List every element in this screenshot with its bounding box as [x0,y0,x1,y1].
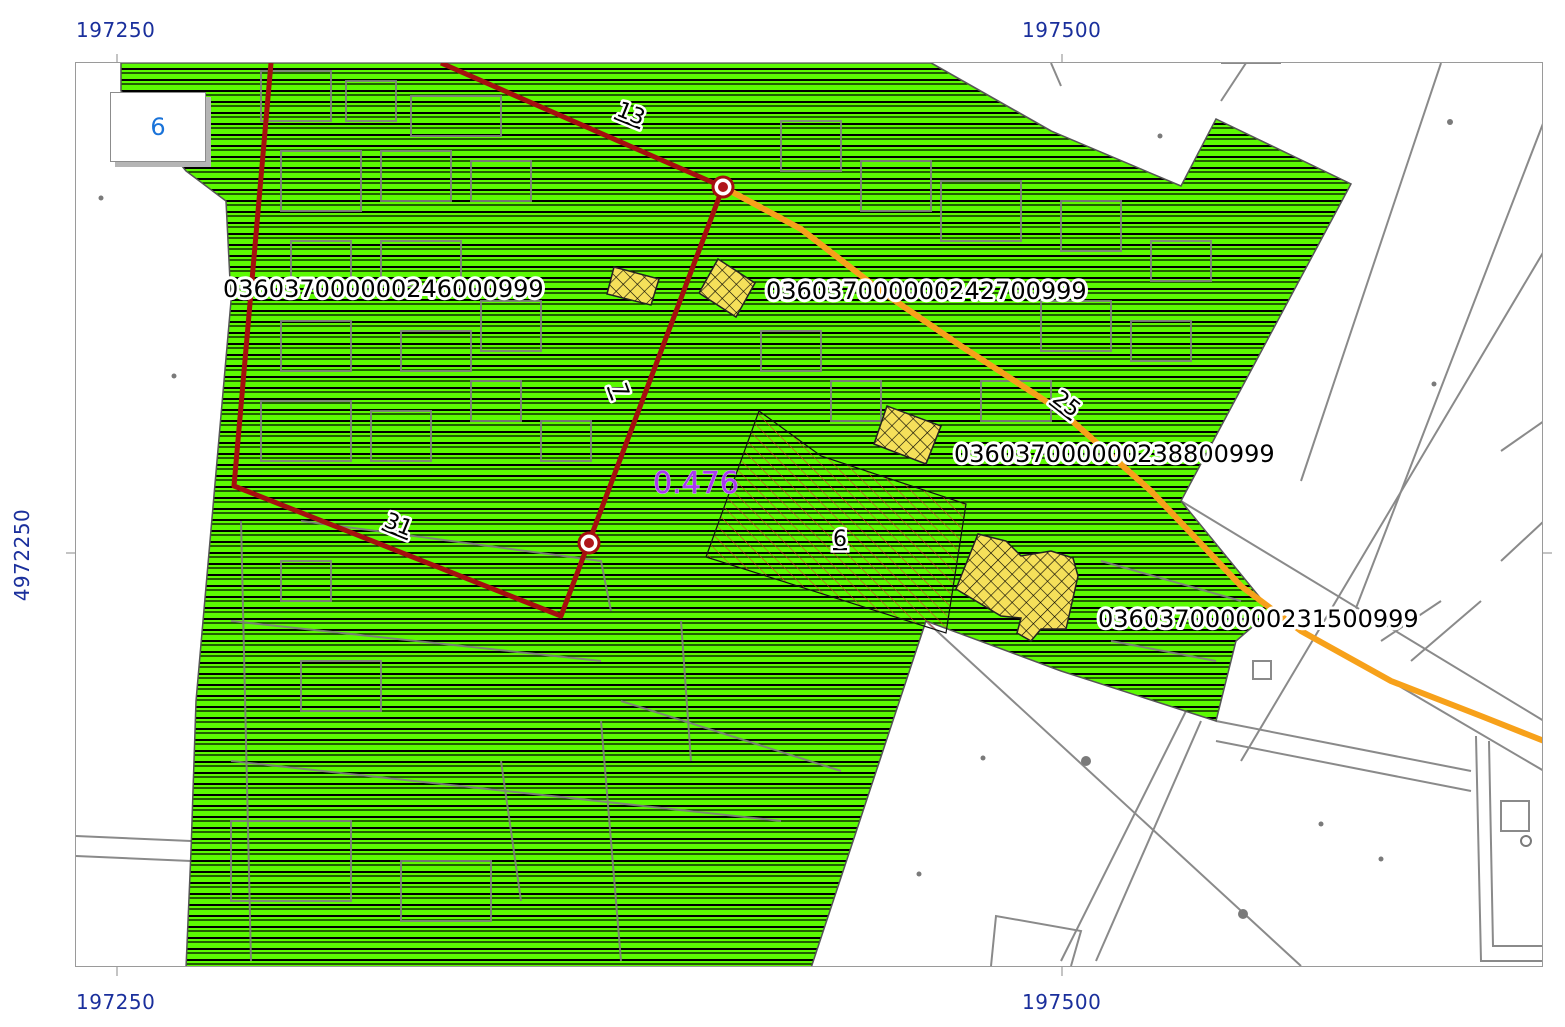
coord-x-top-right: 197500 [1022,18,1102,42]
map-viewport[interactable]: 036037000000246000999 036037000000242700… [75,62,1543,967]
boundary-line [231,63,726,619]
building-4 [955,533,1079,642]
parcel-outlines [230,70,1242,962]
coord-x-bottom-left: 197250 [76,990,156,1014]
area-value: 0.476 [653,466,739,501]
coord-x-top-left: 197250 [76,18,156,42]
zone-label: 6 [833,527,847,552]
building-3 [873,405,942,465]
building-2 [698,257,756,319]
parcel-id-label: 036037000000242700999 [766,277,1087,305]
road-line [721,184,1542,744]
building-1 [606,266,660,306]
map-canvas[interactable]: 036037000000246000999 036037000000242700… [76,63,1543,967]
selected-parcel [705,410,967,634]
coord-x-bottom-right: 197500 [1022,990,1102,1014]
vertex-marker-icon[interactable] [577,531,601,555]
survey-points [98,119,1532,919]
sheet-number-badge: 6 [110,92,206,162]
sheet-number: 6 [150,113,166,141]
parcel-id-label: 036037000000246000999 [223,275,544,303]
parcel-id-label: 036037000000238800999 [954,440,1275,468]
vertex-marker-icon[interactable] [711,175,735,199]
base-map-lines [76,63,1542,966]
parcel-id-label: 036037000000231500999 [1098,605,1419,633]
